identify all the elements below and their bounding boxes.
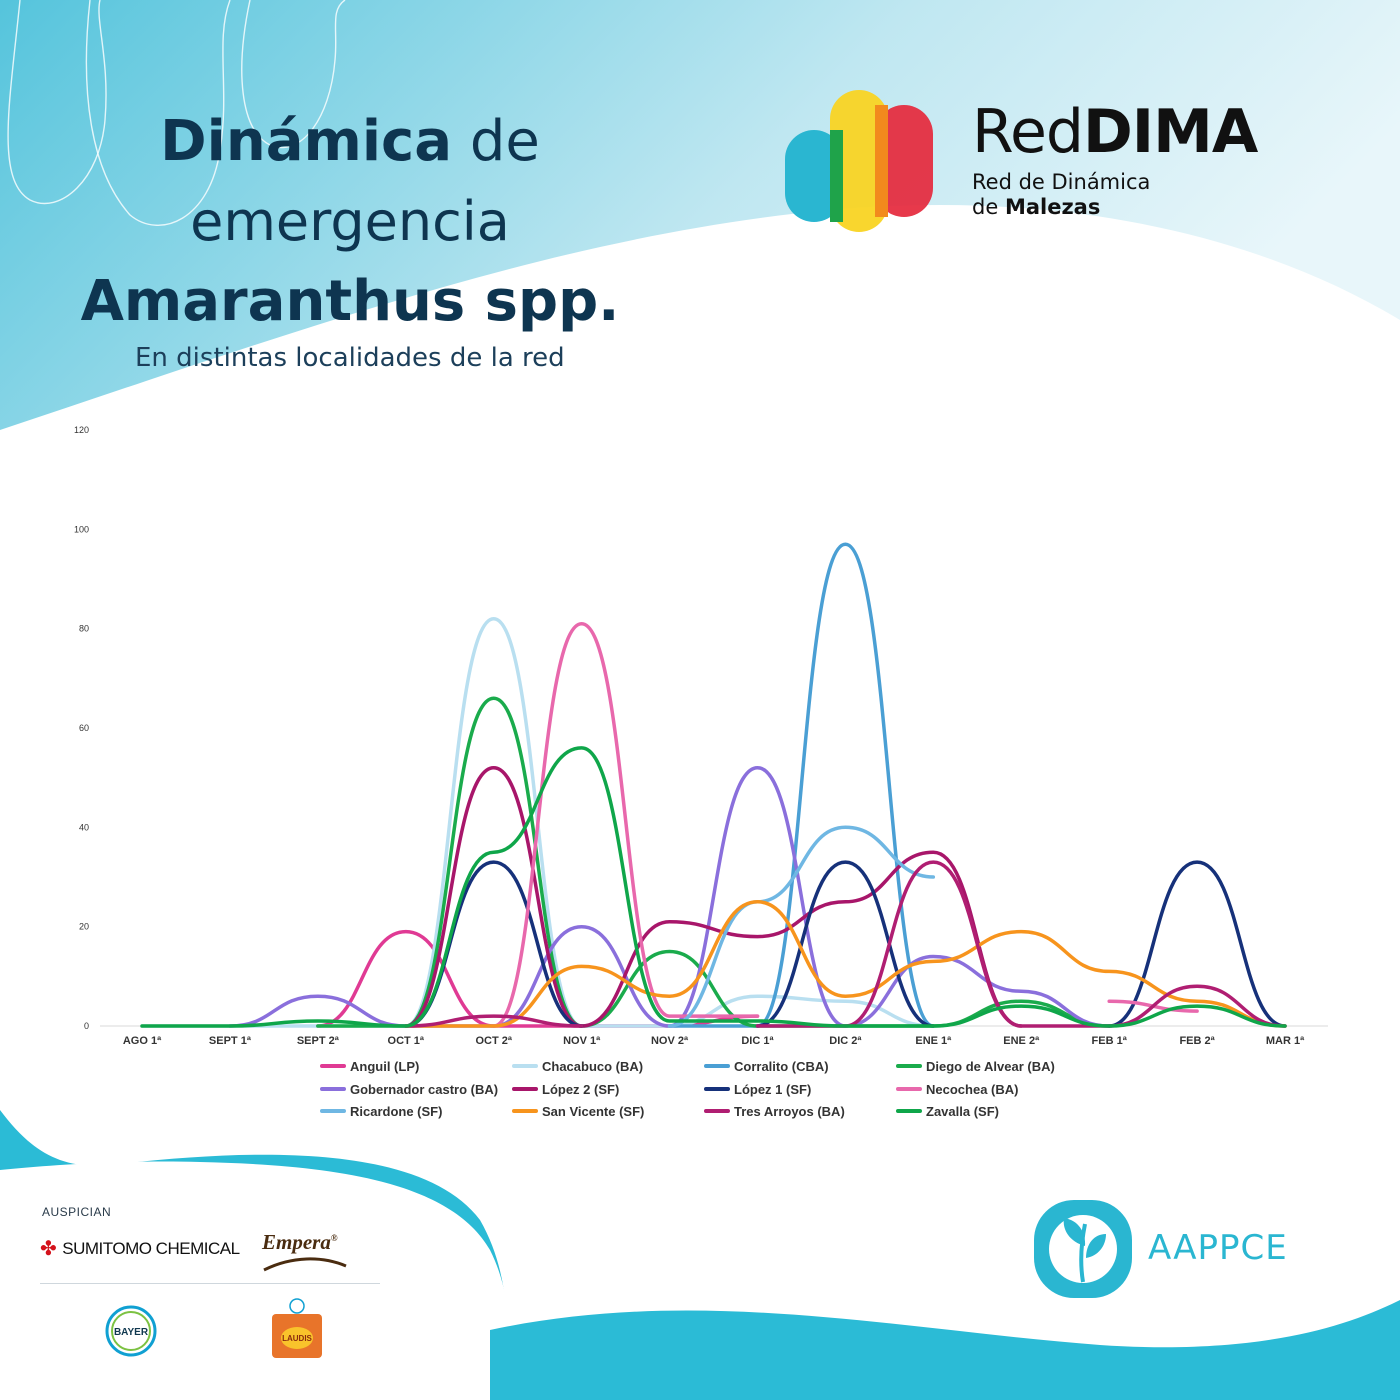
brand-name-regular: Red [972, 97, 1084, 167]
series-lines [140, 542, 1287, 1028]
x-tick-label: NOV 1ª [563, 1035, 601, 1047]
empera-text: Empera [262, 1230, 331, 1254]
bayer-text: BAYER [114, 1327, 149, 1338]
series-line-necochea-ba [491, 621, 760, 1028]
y-tick-label: 100 [74, 524, 89, 534]
y-tick-label: 0 [84, 1021, 89, 1031]
brand-sub-line-1: Red de Dinámica [972, 170, 1151, 194]
brand-name-bold: DIMA [1083, 97, 1258, 167]
series-line-diego-de-alvear-ba [316, 696, 1111, 1028]
y-tick-label: 120 [74, 425, 89, 435]
laudis-text: LAUDIS [282, 1334, 312, 1343]
legend-label: Chacabuco (BA) [542, 1059, 643, 1074]
reddima-logo-icon [785, 90, 933, 232]
legend-label: Ricardone (SF) [350, 1104, 442, 1119]
x-tick-label: OCT 2ª [475, 1035, 512, 1047]
legend-label: López 1 (SF) [734, 1082, 811, 1097]
sponsor-divider [40, 1283, 380, 1284]
empera-registered: ® [330, 1233, 338, 1243]
legend-label: Necochea (BA) [926, 1082, 1018, 1097]
legend-label: San Vicente (SF) [542, 1104, 644, 1119]
x-tick-label: SEPT 2ª [297, 1035, 340, 1047]
x-tick-label: OCT 1ª [388, 1035, 425, 1047]
series-line-lopez-2-sf [404, 765, 1023, 1028]
empera-swoosh-icon [263, 1257, 347, 1272]
legend-label: Diego de Alvear (BA) [926, 1059, 1055, 1074]
brand-subtitle: Red de Dinámica de Malezas [972, 170, 1257, 220]
series-line-tres-arroyos-ba [404, 1014, 584, 1028]
legend-label: Corralito (CBA) [734, 1059, 829, 1074]
title-rest: de [452, 109, 540, 174]
x-tick-label: MAR 1ª [1266, 1035, 1305, 1047]
legend-label: Gobernador castro (BA) [350, 1082, 498, 1097]
aappce-logo-icon [1034, 1200, 1132, 1298]
empera-logo: Empera® [262, 1230, 338, 1255]
laudis-logo-icon: LAUDIS [272, 1298, 322, 1358]
x-tick-label: AGO 1ª [123, 1035, 162, 1047]
title-bold: Dinámica [160, 109, 453, 174]
legend-label: Tres Arroyos (BA) [734, 1104, 845, 1119]
brand-name: RedDIMA [972, 97, 1258, 167]
title-line-1: Dinámica de [0, 100, 700, 184]
sumitomo-mark-icon: ✤ [40, 1238, 57, 1260]
brand-sub-bold: Malezas [1004, 195, 1101, 219]
x-tick-label: DIC 2ª [829, 1035, 862, 1047]
x-tick-label: FEB 1ª [1092, 1035, 1128, 1047]
y-tick-label: 60 [79, 723, 89, 733]
title-line-2: emergencia [190, 190, 510, 253]
x-tick-label: ENE 2ª [1003, 1035, 1040, 1047]
series-line-lopez-1-sf [1107, 860, 1287, 1028]
series-line-zavalla-sf [140, 746, 1287, 1028]
emergence-line-chart: 0 20 40 60 80 100 120 AGO 1ª SEPT 1ª SEPT 2ª OCT … [74, 425, 1328, 1119]
series-line-tres-arroyos-ba [755, 860, 1287, 1028]
brand-sub-regular: de [972, 195, 1005, 219]
y-tick-label: 40 [79, 822, 89, 832]
sponsors-label: AUSPICIAN [42, 1205, 112, 1219]
x-tick-label: NOV 2ª [651, 1035, 689, 1047]
y-axis: 0 20 40 60 80 100 120 [74, 425, 89, 1031]
x-tick-label: SEPT 1ª [209, 1035, 252, 1047]
legend-label: López 2 (SF) [542, 1082, 619, 1097]
subtitle: En distintas localidades de la red [135, 343, 565, 373]
x-axis: AGO 1ª SEPT 1ª SEPT 2ª OCT 1ª OCT 2ª NOV 1ª NO… [123, 1035, 1305, 1047]
series-line-lopez-1-sf [755, 860, 936, 1028]
sumitomo-text: SUMITOMO CHEMICAL [62, 1238, 240, 1258]
legend: Anguil (LP) Chacabuco (BA) Corralito (CBA)… [320, 1059, 1055, 1119]
series-line-chacabuco-ba [140, 616, 936, 1028]
brand: RedDIMA Red de Dinámica de Malezas [972, 97, 1258, 220]
series-line-san-vicente-sf [404, 900, 1287, 1028]
x-tick-label: ENE 1ª [915, 1035, 952, 1047]
bayer-logo-icon: BAYER [105, 1305, 157, 1357]
y-tick-label: 20 [79, 922, 89, 932]
sumitomo-logo: ✤ SUMITOMO CHEMICAL [40, 1236, 240, 1261]
x-tick-label: FEB 2ª [1179, 1035, 1215, 1047]
title-line-3: Amaranthus spp. [80, 269, 620, 334]
y-tick-label: 80 [79, 624, 89, 634]
brand-sub-line-2: de Malezas [972, 195, 1257, 220]
series-line-gobernador-castro-ba [228, 765, 1111, 1028]
legend-label: Anguil (LP) [350, 1059, 419, 1074]
legend-label: Zavalla (SF) [926, 1104, 999, 1119]
title-block: Dinámica de emergencia Amaranthus spp. [0, 100, 700, 344]
series-line-ricardone-sf [667, 825, 936, 1028]
aappce-name: AAPPCE [1148, 1228, 1288, 1268]
x-tick-label: DIC 1ª [741, 1035, 774, 1047]
